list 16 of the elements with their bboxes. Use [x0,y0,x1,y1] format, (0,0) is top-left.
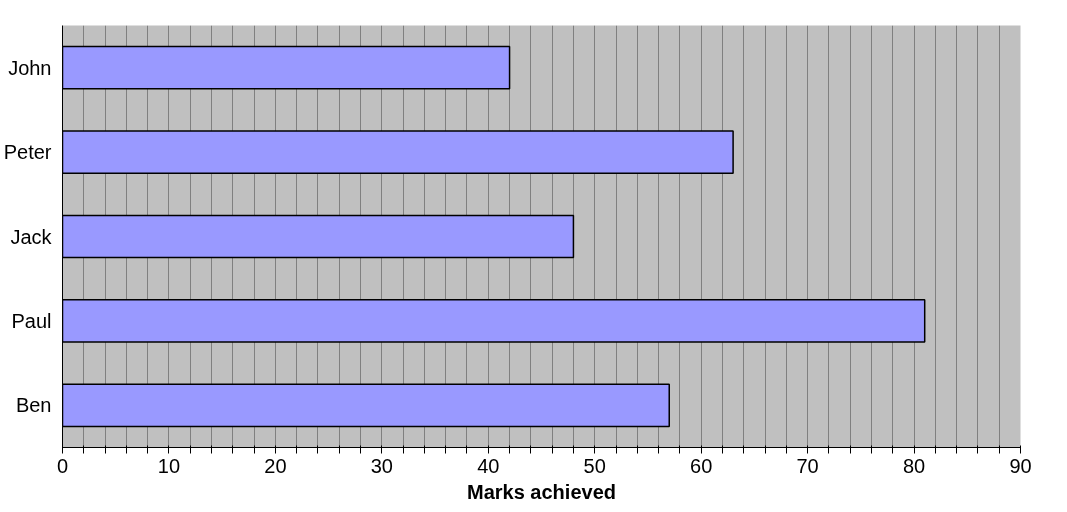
x-axis-title: Marks achieved [467,480,616,503]
x-tick-label: 30 [370,454,393,477]
y-tick-label: Jack [10,225,53,248]
y-tick-label: Peter [3,141,52,164]
x-tick-label: 10 [157,454,181,477]
x-tick-label: 20 [264,454,287,477]
x-tick-label: 60 [690,454,713,477]
y-tick-label: Paul [11,309,52,332]
x-tick-label: 70 [796,454,819,477]
x-tick-label: 50 [583,454,606,477]
x-tick-label: 90 [1009,454,1032,477]
y-tick-label: Ben [15,394,52,417]
x-tick-label: 40 [477,454,500,477]
y-tick-label: John [8,56,52,79]
x-tick-label: 80 [902,454,926,477]
x-tick-label: 0 [56,454,69,477]
